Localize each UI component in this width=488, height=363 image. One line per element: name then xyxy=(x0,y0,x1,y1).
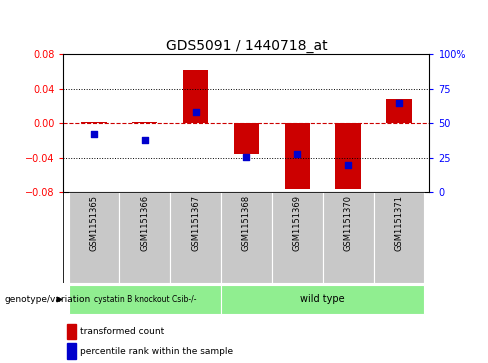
Bar xyxy=(221,285,425,314)
Bar xyxy=(386,99,412,123)
Bar xyxy=(272,192,323,283)
Text: GSM1151370: GSM1151370 xyxy=(344,195,353,251)
Bar xyxy=(68,285,221,314)
Text: GSM1151371: GSM1151371 xyxy=(394,195,404,251)
Text: GSM1151369: GSM1151369 xyxy=(293,195,302,251)
Point xyxy=(243,154,250,159)
Bar xyxy=(234,123,259,155)
Point xyxy=(90,131,98,137)
Text: cystatin B knockout Csib-/-: cystatin B knockout Csib-/- xyxy=(94,295,196,304)
Bar xyxy=(81,122,107,123)
Text: percentile rank within the sample: percentile rank within the sample xyxy=(80,347,233,356)
Bar xyxy=(68,192,120,283)
Text: GSM1151366: GSM1151366 xyxy=(140,195,149,251)
Text: GSM1151368: GSM1151368 xyxy=(242,195,251,251)
Text: transformed count: transformed count xyxy=(80,327,164,336)
Bar xyxy=(67,324,76,339)
Bar xyxy=(170,192,221,283)
Point xyxy=(192,110,200,115)
Title: GDS5091 / 1440718_at: GDS5091 / 1440718_at xyxy=(165,40,327,53)
Bar xyxy=(373,192,425,283)
Text: genotype/variation: genotype/variation xyxy=(5,295,91,304)
Bar xyxy=(323,192,373,283)
Bar xyxy=(183,70,208,123)
Bar xyxy=(285,123,310,189)
Text: wild type: wild type xyxy=(301,294,345,305)
Point xyxy=(395,100,403,106)
Bar xyxy=(335,123,361,189)
Bar xyxy=(221,192,272,283)
Point xyxy=(344,162,352,168)
Text: GSM1151365: GSM1151365 xyxy=(89,195,99,251)
Text: GSM1151367: GSM1151367 xyxy=(191,195,200,251)
Bar xyxy=(120,192,170,283)
Point xyxy=(293,151,301,157)
Point xyxy=(141,137,149,143)
Bar xyxy=(132,122,158,123)
Bar xyxy=(67,343,76,359)
